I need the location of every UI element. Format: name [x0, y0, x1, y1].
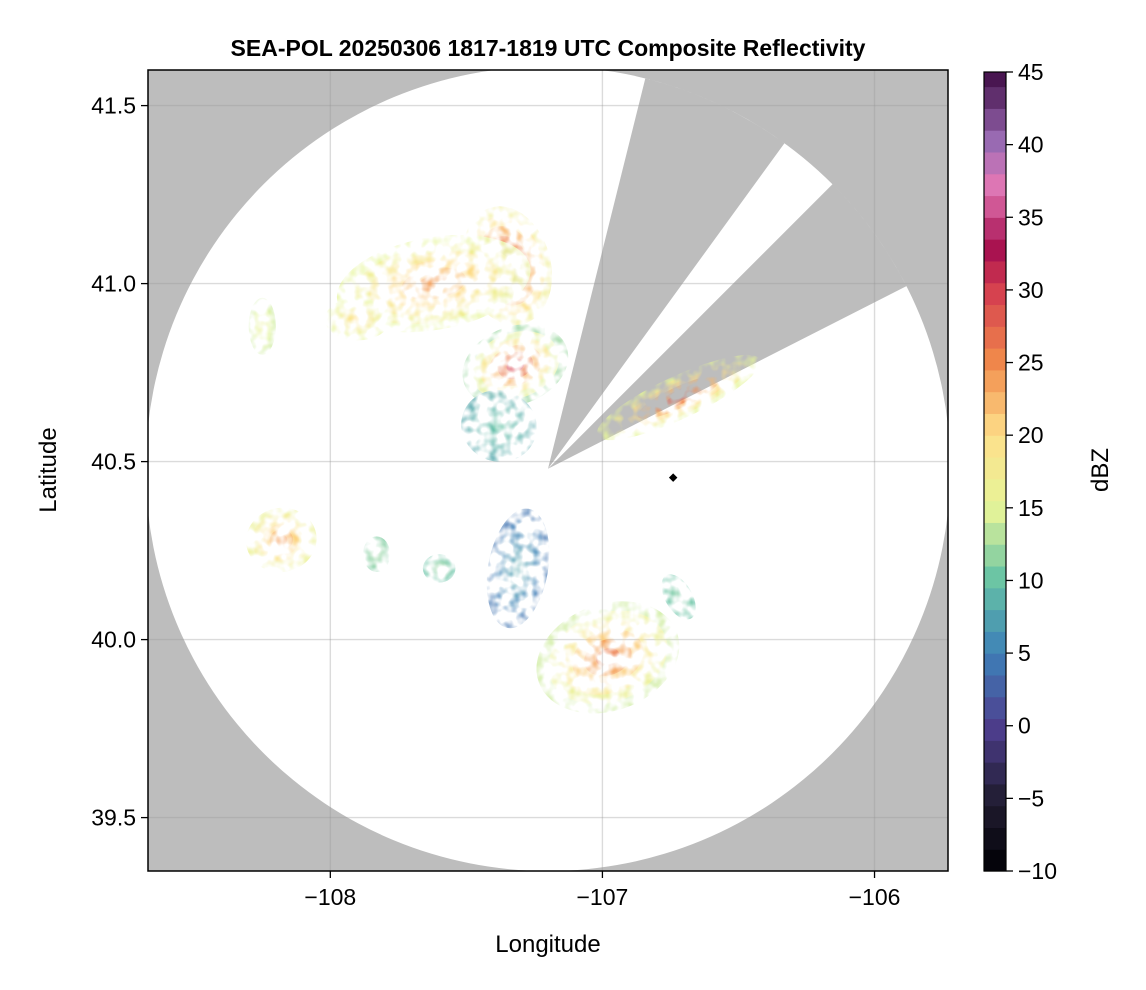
echo-cell-south-east-streak — [661, 574, 696, 620]
colorbar: −10 −5 0 5 10 15 20 25 30 35 40 45 dBZ — [983, 59, 1114, 884]
y-tick-label: 40.5 — [91, 449, 136, 475]
colorbar-band — [984, 326, 1006, 349]
colorbar-tick-label: 30 — [1018, 277, 1044, 303]
colorbar-band — [984, 435, 1006, 458]
radar-coverage-area — [148, 70, 948, 871]
echo-cell-south-blue-cell — [486, 508, 550, 629]
colorbar-band — [984, 260, 1006, 284]
colorbar-band — [984, 282, 1006, 306]
colorbar-band — [984, 740, 1006, 763]
colorbar-tick-label: 5 — [1018, 640, 1031, 666]
echo-cell-south-west-green — [362, 536, 391, 572]
colorbar-band — [984, 195, 1006, 218]
echo-cell-west-small — [248, 297, 276, 355]
colorbar-band — [984, 696, 1006, 720]
y-tick-label: 39.5 — [91, 805, 136, 831]
colorbar-band — [984, 456, 1006, 480]
echo-cell-center-north-low — [461, 390, 537, 462]
reflectivity-echoes — [246, 206, 761, 714]
colorbar-tick-label: 40 — [1018, 132, 1044, 158]
colorbar-band — [984, 108, 1006, 131]
echo-cell-center-north-core — [462, 324, 569, 407]
colorbar-band — [984, 565, 1006, 589]
colorbar-band — [984, 217, 1006, 240]
colorbar-band — [984, 674, 1006, 698]
y-axis: 39.5 40.0 40.5 41.0 41.5 — [91, 93, 148, 831]
site-marker — [668, 473, 678, 482]
y-tick-label: 40.0 — [91, 627, 136, 653]
colorbar-tick-label: 0 — [1018, 713, 1031, 739]
colorbar-tick-label: 35 — [1018, 204, 1044, 230]
colorbar-frame — [983, 71, 1007, 872]
colorbar-band — [984, 783, 1006, 807]
colorbar-band — [984, 369, 1006, 393]
echo-cell-east-band — [596, 354, 761, 441]
colorbar-bands — [984, 72, 1006, 872]
colorbar-tick-label: 25 — [1018, 350, 1044, 376]
colorbar-band — [984, 391, 1006, 414]
colorbar-tick-label: 10 — [1018, 567, 1044, 593]
chart-title: SEA-POL 20250306 1817-1819 UTC Composite… — [231, 35, 866, 61]
plot-frame — [147, 69, 949, 872]
colorbar-band — [984, 130, 1006, 153]
colorbar-band — [984, 86, 1006, 109]
colorbar-band — [984, 239, 1006, 262]
colorbar-band — [984, 151, 1006, 175]
y-axis-label: Latitude — [35, 427, 62, 512]
echo-cell-south-east-cell — [536, 601, 680, 714]
colorbar-band — [984, 762, 1006, 785]
colorbar-band — [984, 304, 1006, 327]
y-tick-label: 41.0 — [91, 271, 136, 297]
x-tick-label: −108 — [304, 884, 356, 910]
colorbar-band — [984, 849, 1006, 872]
colorbar-tick-label: 45 — [1018, 59, 1044, 85]
colorbar-band — [984, 348, 1006, 371]
colorbar-ticks: −10 −5 0 5 10 15 20 25 30 35 40 45 — [1006, 59, 1057, 884]
colorbar-tick-label: 20 — [1018, 422, 1044, 448]
colorbar-band — [984, 653, 1006, 676]
colorbar-tick-label: −5 — [1018, 785, 1044, 811]
colorbar-band — [984, 587, 1006, 611]
colorbar-band — [984, 631, 1006, 654]
colorbar-label: dBZ — [1087, 448, 1114, 492]
colorbar-band — [984, 718, 1006, 741]
colorbar-band — [984, 544, 1006, 567]
x-tick-label: −107 — [577, 884, 629, 910]
colorbar-band — [984, 805, 1006, 829]
colorbar-band — [984, 500, 1006, 523]
colorbar-band — [984, 72, 1006, 88]
colorbar-band — [984, 173, 1006, 197]
echo-cell-west-cell — [246, 507, 317, 573]
x-tick-label: −106 — [849, 884, 901, 910]
colorbar-tick-label: 15 — [1018, 495, 1044, 521]
x-axis-label: Longitude — [495, 931, 600, 958]
plot-area — [147, 69, 949, 872]
y-tick-label: 41.5 — [91, 93, 136, 119]
colorbar-tick-label: −10 — [1018, 858, 1057, 884]
colorbar-band — [984, 827, 1006, 850]
colorbar-band — [984, 478, 1006, 502]
x-axis: −108 −107 −106 — [304, 871, 900, 910]
colorbar-band — [984, 413, 1006, 436]
echo-cell-south-small-green — [422, 554, 456, 583]
echo-cell-north-band — [336, 234, 531, 333]
echo-cell-north-west-fringe — [324, 297, 391, 341]
colorbar-band — [984, 522, 1006, 545]
colorbar-band — [984, 609, 1006, 632]
